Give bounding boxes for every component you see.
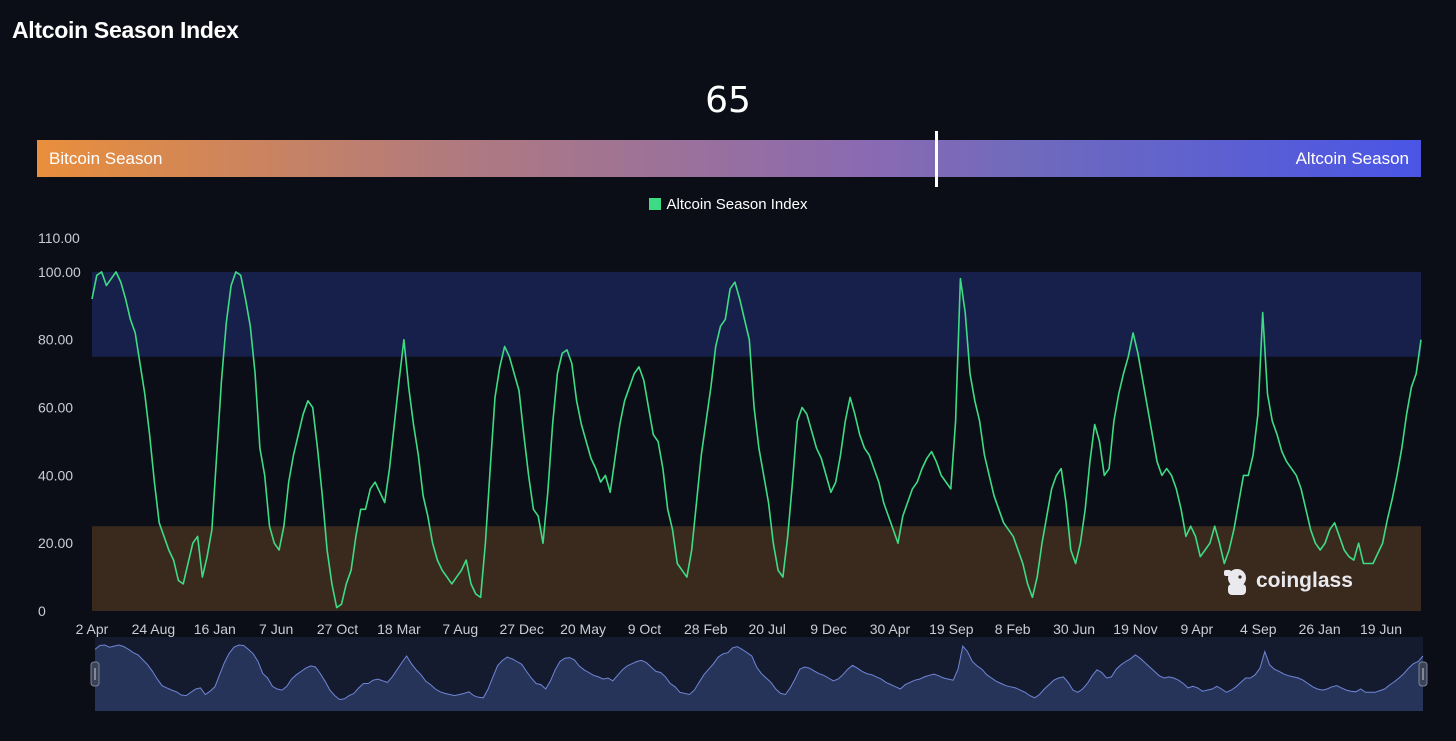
series-line-altcoin-season-index	[91, 271, 1422, 609]
y-tick-label: 0	[38, 603, 46, 619]
x-tick-label: 24 Aug	[132, 621, 176, 637]
x-tick-label: 19 Nov	[1113, 621, 1157, 637]
coinglass-logo-icon	[1224, 569, 1246, 595]
x-tick-label: 7 Aug	[442, 621, 478, 637]
x-tick-label: 27 Dec	[499, 621, 543, 637]
season-gauge-bar: Bitcoin Season Altcoin Season	[37, 140, 1421, 177]
y-tick-label: 80.00	[38, 332, 73, 348]
x-tick-label: 27 Oct	[317, 621, 358, 637]
x-tick-label: 30 Jun	[1053, 621, 1095, 637]
altcoin-season-label: Altcoin Season	[1295, 149, 1409, 168]
chart-legend[interactable]: Altcoin Season Index	[0, 196, 1456, 213]
navigator-area	[95, 645, 1423, 711]
x-tick-label: 19 Sep	[929, 621, 974, 637]
coinglass-watermark: coinglass	[1224, 569, 1353, 595]
x-tick-label: 20 Jul	[749, 621, 786, 637]
page-title: Altcoin Season Index	[12, 17, 239, 43]
x-tick-label: 19 Jun	[1360, 621, 1402, 637]
x-tick-label: 9 Oct	[628, 621, 662, 637]
y-tick-label: 40.00	[38, 467, 73, 483]
navigator-left-handle[interactable]	[90, 661, 100, 687]
gauge-marker	[935, 131, 939, 187]
legend-label: Altcoin Season Index	[666, 196, 808, 213]
gauge-value: 65	[705, 80, 751, 121]
x-tick-label: 18 Mar	[377, 621, 421, 637]
x-tick-label: 16 Jan	[194, 621, 236, 637]
navigator-line	[94, 644, 1424, 701]
x-tick-label: 9 Dec	[810, 621, 847, 637]
bitcoin-season-label: Bitcoin Season	[49, 149, 163, 168]
x-tick-label: 4 Sep	[1240, 621, 1277, 637]
x-tick-label: 9 Apr	[1181, 621, 1214, 637]
y-tick-label: 60.00	[38, 400, 73, 416]
x-tick-label: 28 Feb	[684, 621, 728, 637]
navigator-right-handle[interactable]	[1418, 661, 1428, 687]
y-tick-label: 110.00	[38, 230, 80, 246]
bitcoin-zone-band	[92, 526, 1421, 611]
x-tick-label: 30 Apr	[870, 621, 911, 637]
x-tick-label: 7 Jun	[259, 621, 293, 637]
x-tick-label: 20 May	[560, 621, 606, 637]
watermark-text: coinglass	[1256, 569, 1353, 592]
range-navigator[interactable]	[90, 637, 1428, 711]
x-tick-label: 2 Apr	[76, 621, 109, 637]
y-tick-label: 100.00	[38, 264, 81, 280]
x-tick-label: 8 Feb	[995, 621, 1031, 637]
legend-swatch	[648, 198, 661, 210]
x-tick-label: 26 Jan	[1299, 621, 1341, 637]
y-tick-label: 20.00	[38, 535, 73, 551]
altcoin-zone-band	[92, 271, 1421, 357]
